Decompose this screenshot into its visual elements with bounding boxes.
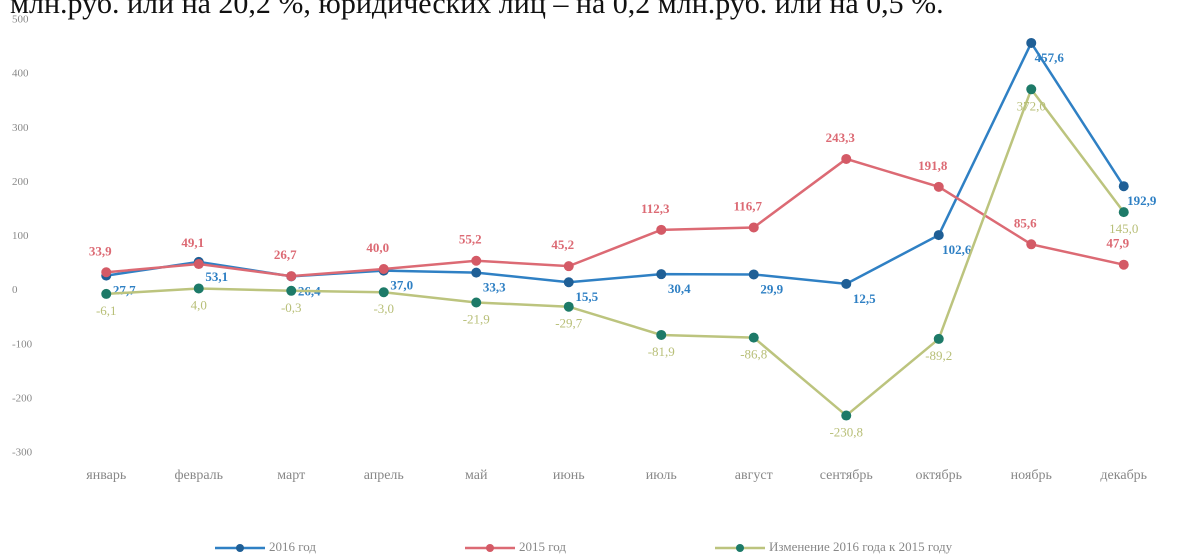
x-tick-label: январь (86, 468, 126, 483)
marker (1026, 37, 1037, 48)
value-label: -81,9 (648, 344, 675, 359)
marker (656, 329, 667, 340)
legend-marker (236, 544, 244, 552)
value-label: 29,9 (760, 281, 783, 296)
text-above: млн.руб. или на 20,2 %, юридических лиц … (10, 0, 944, 20)
value-label: -6,1 (96, 303, 117, 318)
marker (471, 255, 482, 266)
marker (1118, 207, 1129, 218)
value-label: 112,3 (641, 201, 670, 216)
x-tick-label: декабрь (1100, 468, 1147, 483)
value-label: 33,3 (483, 280, 506, 295)
y-tick-label: 300 (12, 122, 29, 134)
x-tick-label: апрель (364, 468, 404, 483)
series-line (106, 86, 1125, 418)
marker (378, 287, 389, 298)
value-label: -89,2 (925, 348, 952, 363)
value-label: -3,0 (373, 301, 394, 316)
marker (933, 333, 944, 344)
x-tick-label: март (277, 468, 305, 483)
legend-marker (736, 544, 744, 552)
value-label: 12,5 (853, 291, 876, 306)
legend-label: 2016 год (269, 539, 316, 554)
marker (656, 224, 667, 235)
y-tick-label: 500 (12, 14, 29, 26)
value-label: 26,7 (274, 247, 297, 262)
value-label: 243,3 (826, 130, 856, 145)
y-tick-label: -300 (12, 447, 33, 459)
legend-marker (486, 544, 494, 552)
value-label: 40,0 (366, 240, 389, 255)
value-label: 45,2 (551, 237, 574, 252)
x-tick-label: ноябрь (1011, 468, 1052, 483)
value-label: 192,9 (1127, 193, 1157, 208)
x-tick-label: сентябрь (820, 468, 873, 483)
x-tick-label: май (465, 468, 488, 483)
value-label: 55,2 (459, 232, 482, 247)
value-label: 191,8 (918, 158, 948, 173)
marker (563, 277, 574, 288)
marker (286, 271, 297, 282)
marker (193, 283, 204, 294)
marker (286, 285, 297, 296)
value-label: -29,7 (555, 316, 583, 331)
marker (748, 222, 759, 233)
marker (1118, 181, 1129, 192)
x-tick-label: февраль (174, 468, 223, 483)
marker (101, 267, 112, 278)
value-label: 372,0 (1017, 98, 1046, 113)
marker (378, 263, 389, 274)
marker (101, 288, 112, 299)
legend-label: 2015 год (519, 539, 566, 554)
marker (471, 267, 482, 278)
value-label: -86,8 (740, 347, 767, 362)
value-label: 53,1 (205, 269, 228, 284)
marker (1026, 84, 1037, 95)
value-label: 49,1 (181, 235, 204, 250)
marker (1118, 259, 1129, 270)
value-label: 27,7 (113, 283, 136, 298)
marker (563, 261, 574, 272)
legend-label: Изменение 2016 года к 2015 году (769, 539, 953, 554)
value-label: 30,4 (668, 281, 691, 296)
y-tick-label: 200 (12, 176, 29, 188)
marker (193, 259, 204, 270)
y-tick-label: -200 (12, 392, 33, 404)
y-tick-label: -100 (12, 338, 33, 350)
marker (841, 153, 852, 164)
value-label: 85,6 (1014, 215, 1037, 230)
value-label: 457,6 (1035, 50, 1065, 65)
marker (1026, 239, 1037, 250)
value-label: 33,9 (89, 243, 112, 258)
value-label: 4,0 (191, 297, 207, 312)
x-tick-label: июль (646, 468, 677, 483)
marker (656, 269, 667, 280)
value-label: 102,6 (942, 242, 972, 257)
x-tick-label: октябрь (916, 468, 963, 483)
value-label: -230,8 (829, 425, 863, 440)
marker (748, 269, 759, 280)
x-tick-label: август (735, 468, 773, 483)
marker (563, 301, 574, 312)
value-label: 37,0 (390, 278, 413, 293)
value-label: -21,9 (463, 311, 490, 326)
value-label: 116,7 (733, 198, 762, 213)
value-label: 15,5 (575, 289, 598, 304)
x-tick-label: июнь (553, 468, 585, 483)
y-tick-label: 400 (12, 68, 29, 80)
marker (933, 230, 944, 241)
value-label: 145,0 (1109, 221, 1138, 236)
marker (748, 332, 759, 343)
series-line (106, 157, 1125, 278)
y-tick-label: 100 (12, 230, 29, 242)
marker (471, 297, 482, 308)
marker (841, 278, 852, 289)
value-label: -0,3 (281, 300, 302, 315)
y-tick-label: 0 (12, 284, 18, 296)
value-label: 47,9 (1106, 236, 1129, 251)
marker (933, 181, 944, 192)
marker (841, 410, 852, 421)
